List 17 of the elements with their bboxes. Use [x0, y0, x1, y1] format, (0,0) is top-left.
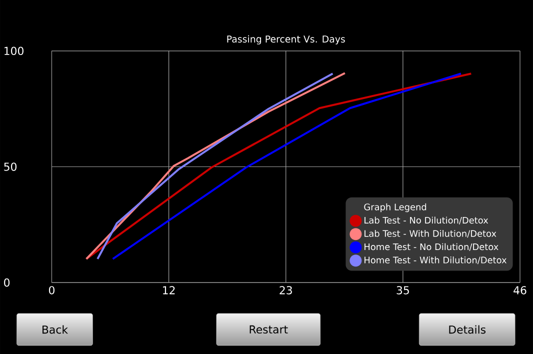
- x-tick-label: 46: [514, 286, 526, 294]
- text: Restart: [250, 325, 288, 334]
- text: Back: [42, 325, 68, 334]
- text: Details: [449, 325, 486, 334]
- legend-label: Home Test - No Dilution/Detox: [364, 243, 498, 251]
- x-tick-label: 0: [48, 286, 54, 294]
- legend-label: Lab Test - With Dilution/Detox: [364, 230, 496, 238]
- y-tick-label: 100: [4, 46, 24, 55]
- chart-title: Passing Percent Vs. Days: [227, 35, 345, 44]
- y-tick-label: 50: [4, 162, 17, 171]
- legend-label: Lab Test - No Dilution/Detox: [364, 216, 488, 224]
- x-tick-label: 12: [163, 286, 175, 294]
- x-tick-label: 23: [280, 286, 292, 294]
- y-tick-label: 0: [4, 278, 10, 286]
- legend-label: Home Test - With Dilution/Detox: [364, 256, 507, 264]
- legend-title: Graph Legend: [364, 203, 426, 212]
- x-tick-label: 35: [396, 286, 409, 294]
